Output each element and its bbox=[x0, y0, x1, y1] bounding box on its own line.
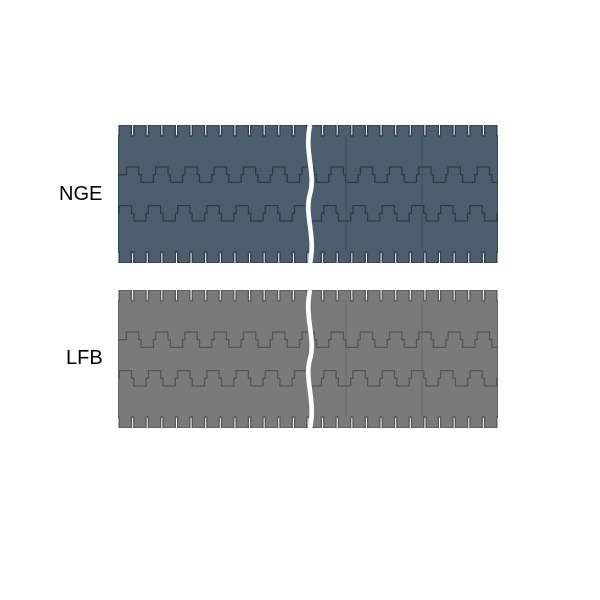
belt-nge bbox=[118, 125, 498, 263]
belt-label-lfb: LFB bbox=[66, 347, 103, 370]
belt-label-nge: NGE bbox=[59, 183, 102, 206]
diagram-canvas: NGE LFB bbox=[0, 0, 600, 600]
belt-lfb bbox=[118, 290, 498, 428]
